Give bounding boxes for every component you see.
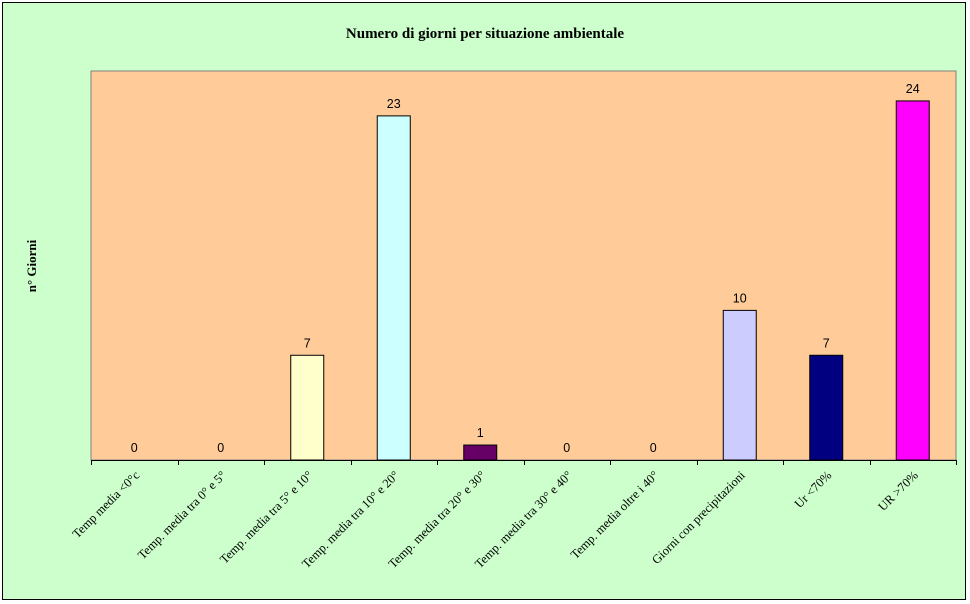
x-tick-label: Giorni con precipitazioni <box>649 468 748 567</box>
x-tick-label: Temp media <0°c <box>70 468 143 541</box>
data-label: 1 <box>477 426 484 440</box>
x-tick-label: Temp. media tra 30° e 40° <box>472 468 575 571</box>
x-tick-label: UR >70% <box>875 468 921 514</box>
bar <box>290 354 325 461</box>
chart-title: Numero di giorni per situazione ambienta… <box>346 26 625 42</box>
bars <box>290 100 930 461</box>
data-label: 7 <box>823 336 830 350</box>
y-axis-label: n° Giorni <box>24 239 39 292</box>
bar <box>895 100 930 461</box>
data-label: 7 <box>304 336 311 350</box>
bar <box>722 309 757 461</box>
data-label: 0 <box>131 441 138 455</box>
data-label: 0 <box>563 441 570 455</box>
x-tick-label: Temp. media tra 10° e 20° <box>299 468 402 571</box>
x-tick-label: Temp. media tra 20° e 30° <box>386 468 489 571</box>
data-label: 10 <box>733 291 747 305</box>
data-label: 24 <box>906 82 920 96</box>
x-tick-label: Temp. media oltre i 40° <box>568 468 662 562</box>
x-axis-ticks <box>91 460 957 465</box>
data-label: 0 <box>217 441 224 455</box>
x-tick-label: Ur <70% <box>792 468 835 511</box>
x-tick-label: Temp. media tra 5° e 10° <box>217 468 315 566</box>
data-label: 23 <box>387 97 401 111</box>
data-label: 0 <box>650 441 657 455</box>
bar <box>463 444 498 461</box>
x-tick-label: Temp. media tra 0° e 5° <box>135 468 229 562</box>
bar <box>376 115 411 461</box>
bar <box>809 354 844 461</box>
